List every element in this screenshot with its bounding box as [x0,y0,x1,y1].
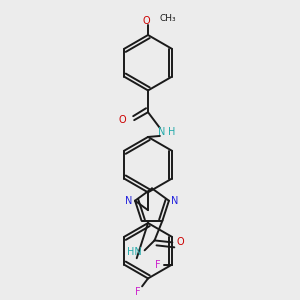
Text: HN: HN [128,247,142,257]
Text: O: O [118,115,126,125]
Text: O: O [142,16,150,26]
Text: CH₃: CH₃ [160,14,176,23]
Text: F: F [155,260,161,270]
Text: H: H [168,127,176,137]
Text: O: O [176,237,184,248]
Text: N: N [158,127,166,137]
Text: F: F [135,287,141,297]
Text: N: N [125,196,133,206]
Text: N: N [171,196,178,206]
